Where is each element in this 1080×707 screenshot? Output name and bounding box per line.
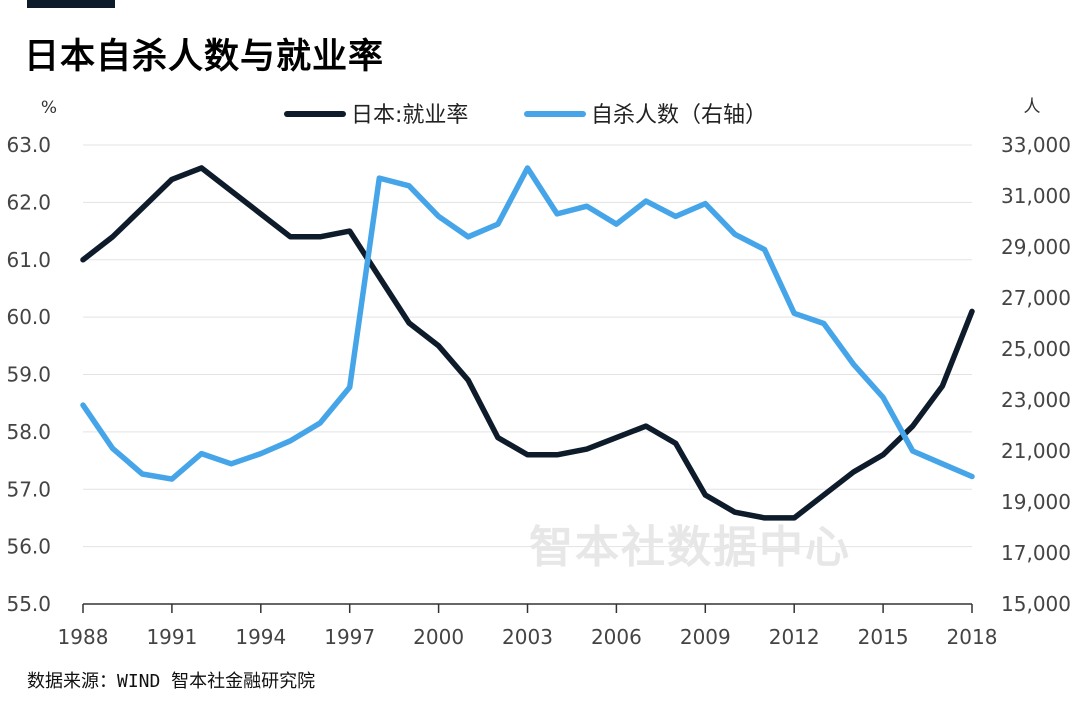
- legend: 日本:就业率 自杀人数（右轴）: [284, 103, 767, 128]
- y-right-tick-label: 31,000: [1001, 184, 1071, 208]
- x-tick-label: 2012: [769, 625, 820, 649]
- y-left-tick-label: 62.0: [6, 190, 51, 214]
- x-tick-label: 2003: [502, 625, 553, 649]
- x-tick-label: 1997: [324, 625, 375, 649]
- y-left-tick-label: 56.0: [6, 535, 51, 559]
- y-left-unit: %: [41, 98, 57, 118]
- x-tick-label: 2018: [947, 625, 998, 649]
- y-left-tick-label: 57.0: [6, 477, 51, 501]
- y-left-tick-label: 59.0: [6, 363, 51, 387]
- y-left-tick-label: 55.0: [6, 592, 51, 616]
- x-tick-label: 2009: [680, 625, 731, 649]
- x-tick-label: 2015: [858, 625, 909, 649]
- gridlines: [83, 144, 972, 548]
- x-tick-label: 1994: [235, 625, 286, 649]
- y-right-tick-label: 29,000: [1001, 235, 1071, 259]
- legend-label: 日本:就业率: [351, 103, 468, 128]
- legend-label: 自杀人数（右轴）: [591, 103, 767, 128]
- legend-item-suicides: 自杀人数（右轴）: [524, 103, 767, 128]
- y-right-tick-label: 23,000: [1001, 388, 1071, 412]
- legend-item-employment: 日本:就业率: [284, 103, 468, 128]
- watermark: 智本社数据中心: [529, 522, 851, 573]
- y-left-tick-label: 60.0: [6, 305, 51, 329]
- x-tick-label: 1991: [146, 625, 197, 649]
- y-right-tick-label: 17,000: [1001, 541, 1071, 565]
- x-tick-label: 1988: [58, 625, 109, 649]
- y-right-tick-label: 15,000: [1001, 592, 1071, 616]
- chart-title: 日本自杀人数与就业率: [24, 37, 385, 77]
- y-right-tick-label: 27,000: [1001, 286, 1071, 310]
- y-right-unit: 人: [1024, 97, 1041, 117]
- y-right-tick-label: 21,000: [1001, 439, 1071, 463]
- y-right-tick-label: 33,000: [1001, 133, 1071, 157]
- x-tick-label: 2000: [413, 625, 464, 649]
- y-left-tick-label: 58.0: [6, 420, 51, 444]
- top-accent-bar: [27, 0, 115, 8]
- series: [80, 165, 975, 521]
- axes: 55.0 56.0 57.0 58.0 59.0 60.0 61.0 62.0 63.0 15,0…: [6, 97, 1071, 649]
- y-left-tick-label: 63.0: [6, 133, 51, 157]
- y-right-tick-label: 25,000: [1001, 337, 1071, 361]
- source-note: 数据来源：WIND 智本社金融研究院: [27, 671, 316, 692]
- x-tick-label: 2006: [591, 625, 642, 649]
- y-left-tick-label: 61.0: [6, 248, 51, 272]
- suicides-line: [80, 165, 975, 482]
- y-right-tick-label: 19,000: [1001, 490, 1071, 514]
